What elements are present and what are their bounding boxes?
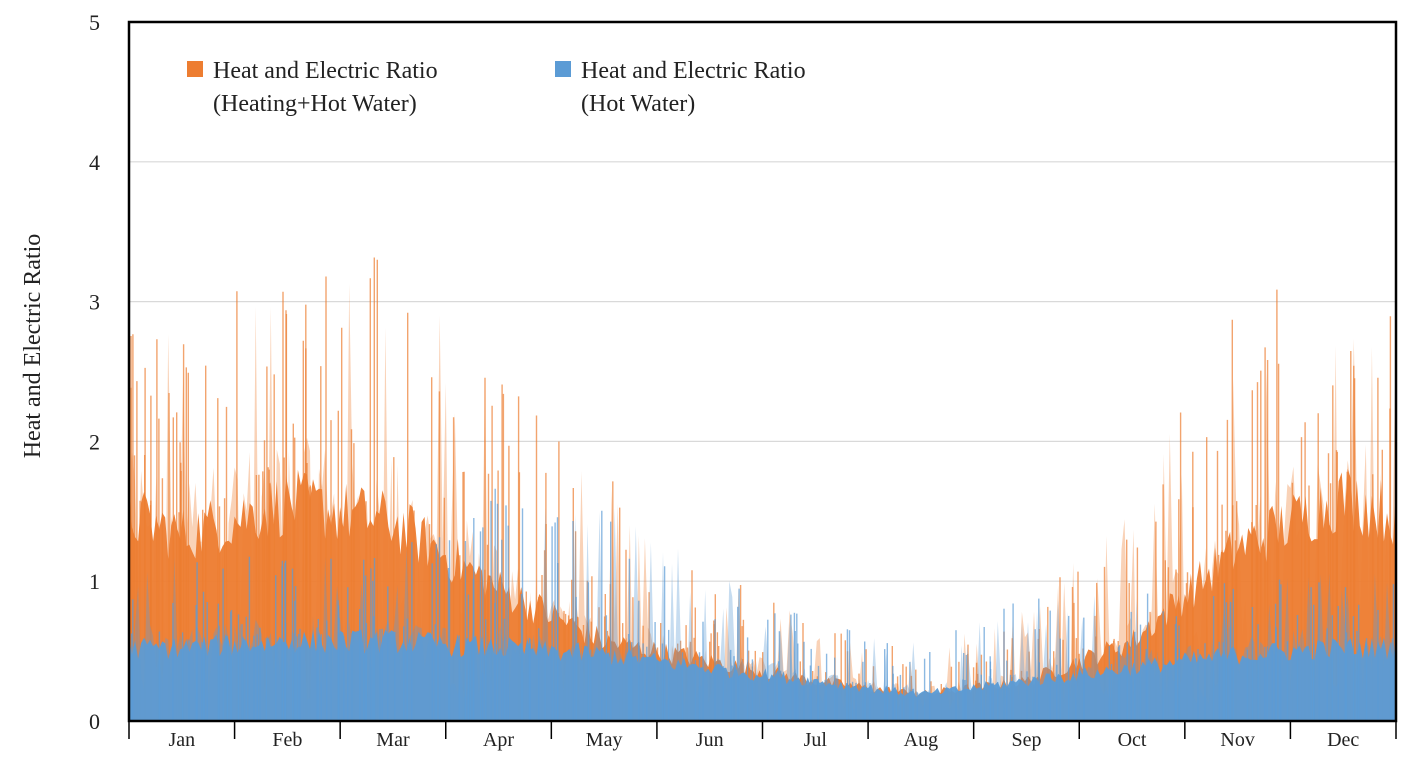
hot-water-area [129,629,1396,721]
y-axis-ticks: 0 1 2 3 4 5 [89,10,100,734]
y-tick-label: 0 [89,709,100,734]
y-tick-label: 1 [89,569,100,594]
x-tick-label: Feb [272,729,302,751]
legend-label-heating-hot-water-line1: Heat and Electric Ratio [213,58,438,84]
x-tick-label: Jul [804,729,828,751]
x-tick-label: Nov [1220,729,1254,751]
legend: Heat and Electric Ratio (Heating+Hot Wat… [187,58,806,117]
legend-label-hot-water-line2: (Hot Water) [581,91,695,117]
y-tick-label: 4 [89,150,100,175]
x-tick-label: Oct [1118,729,1147,751]
x-tick-label: Apr [483,729,514,751]
y-axis-title: Heat and Electric Ratio [20,234,46,459]
y-tick-label: 5 [89,10,100,35]
x-tick-label: Mar [376,729,410,751]
legend-swatch-hot-water [555,61,571,77]
gridlines [129,161,1396,582]
legend-swatch-heating-hot-water [187,61,203,77]
y-tick-label: 2 [89,429,100,454]
x-tick-label: Jun [696,729,724,751]
x-tick-label: Aug [904,729,938,751]
x-axis-months: Jan Feb Mar Apr May Jun Jul Aug Sep Oct Nov Dec [128,721,1397,751]
y-tick-label: 3 [89,290,100,315]
legend-label-hot-water-line1: Heat and Electric Ratio [581,58,806,84]
x-tick-label: Dec [1327,729,1359,751]
series-hot-water [129,488,1396,721]
x-tick-label: May [586,729,623,751]
x-tick-label: Jan [168,729,195,751]
x-tick-label: Sep [1011,729,1041,751]
legend-label-heating-hot-water-line2: (Heating+Hot Water) [213,91,417,117]
